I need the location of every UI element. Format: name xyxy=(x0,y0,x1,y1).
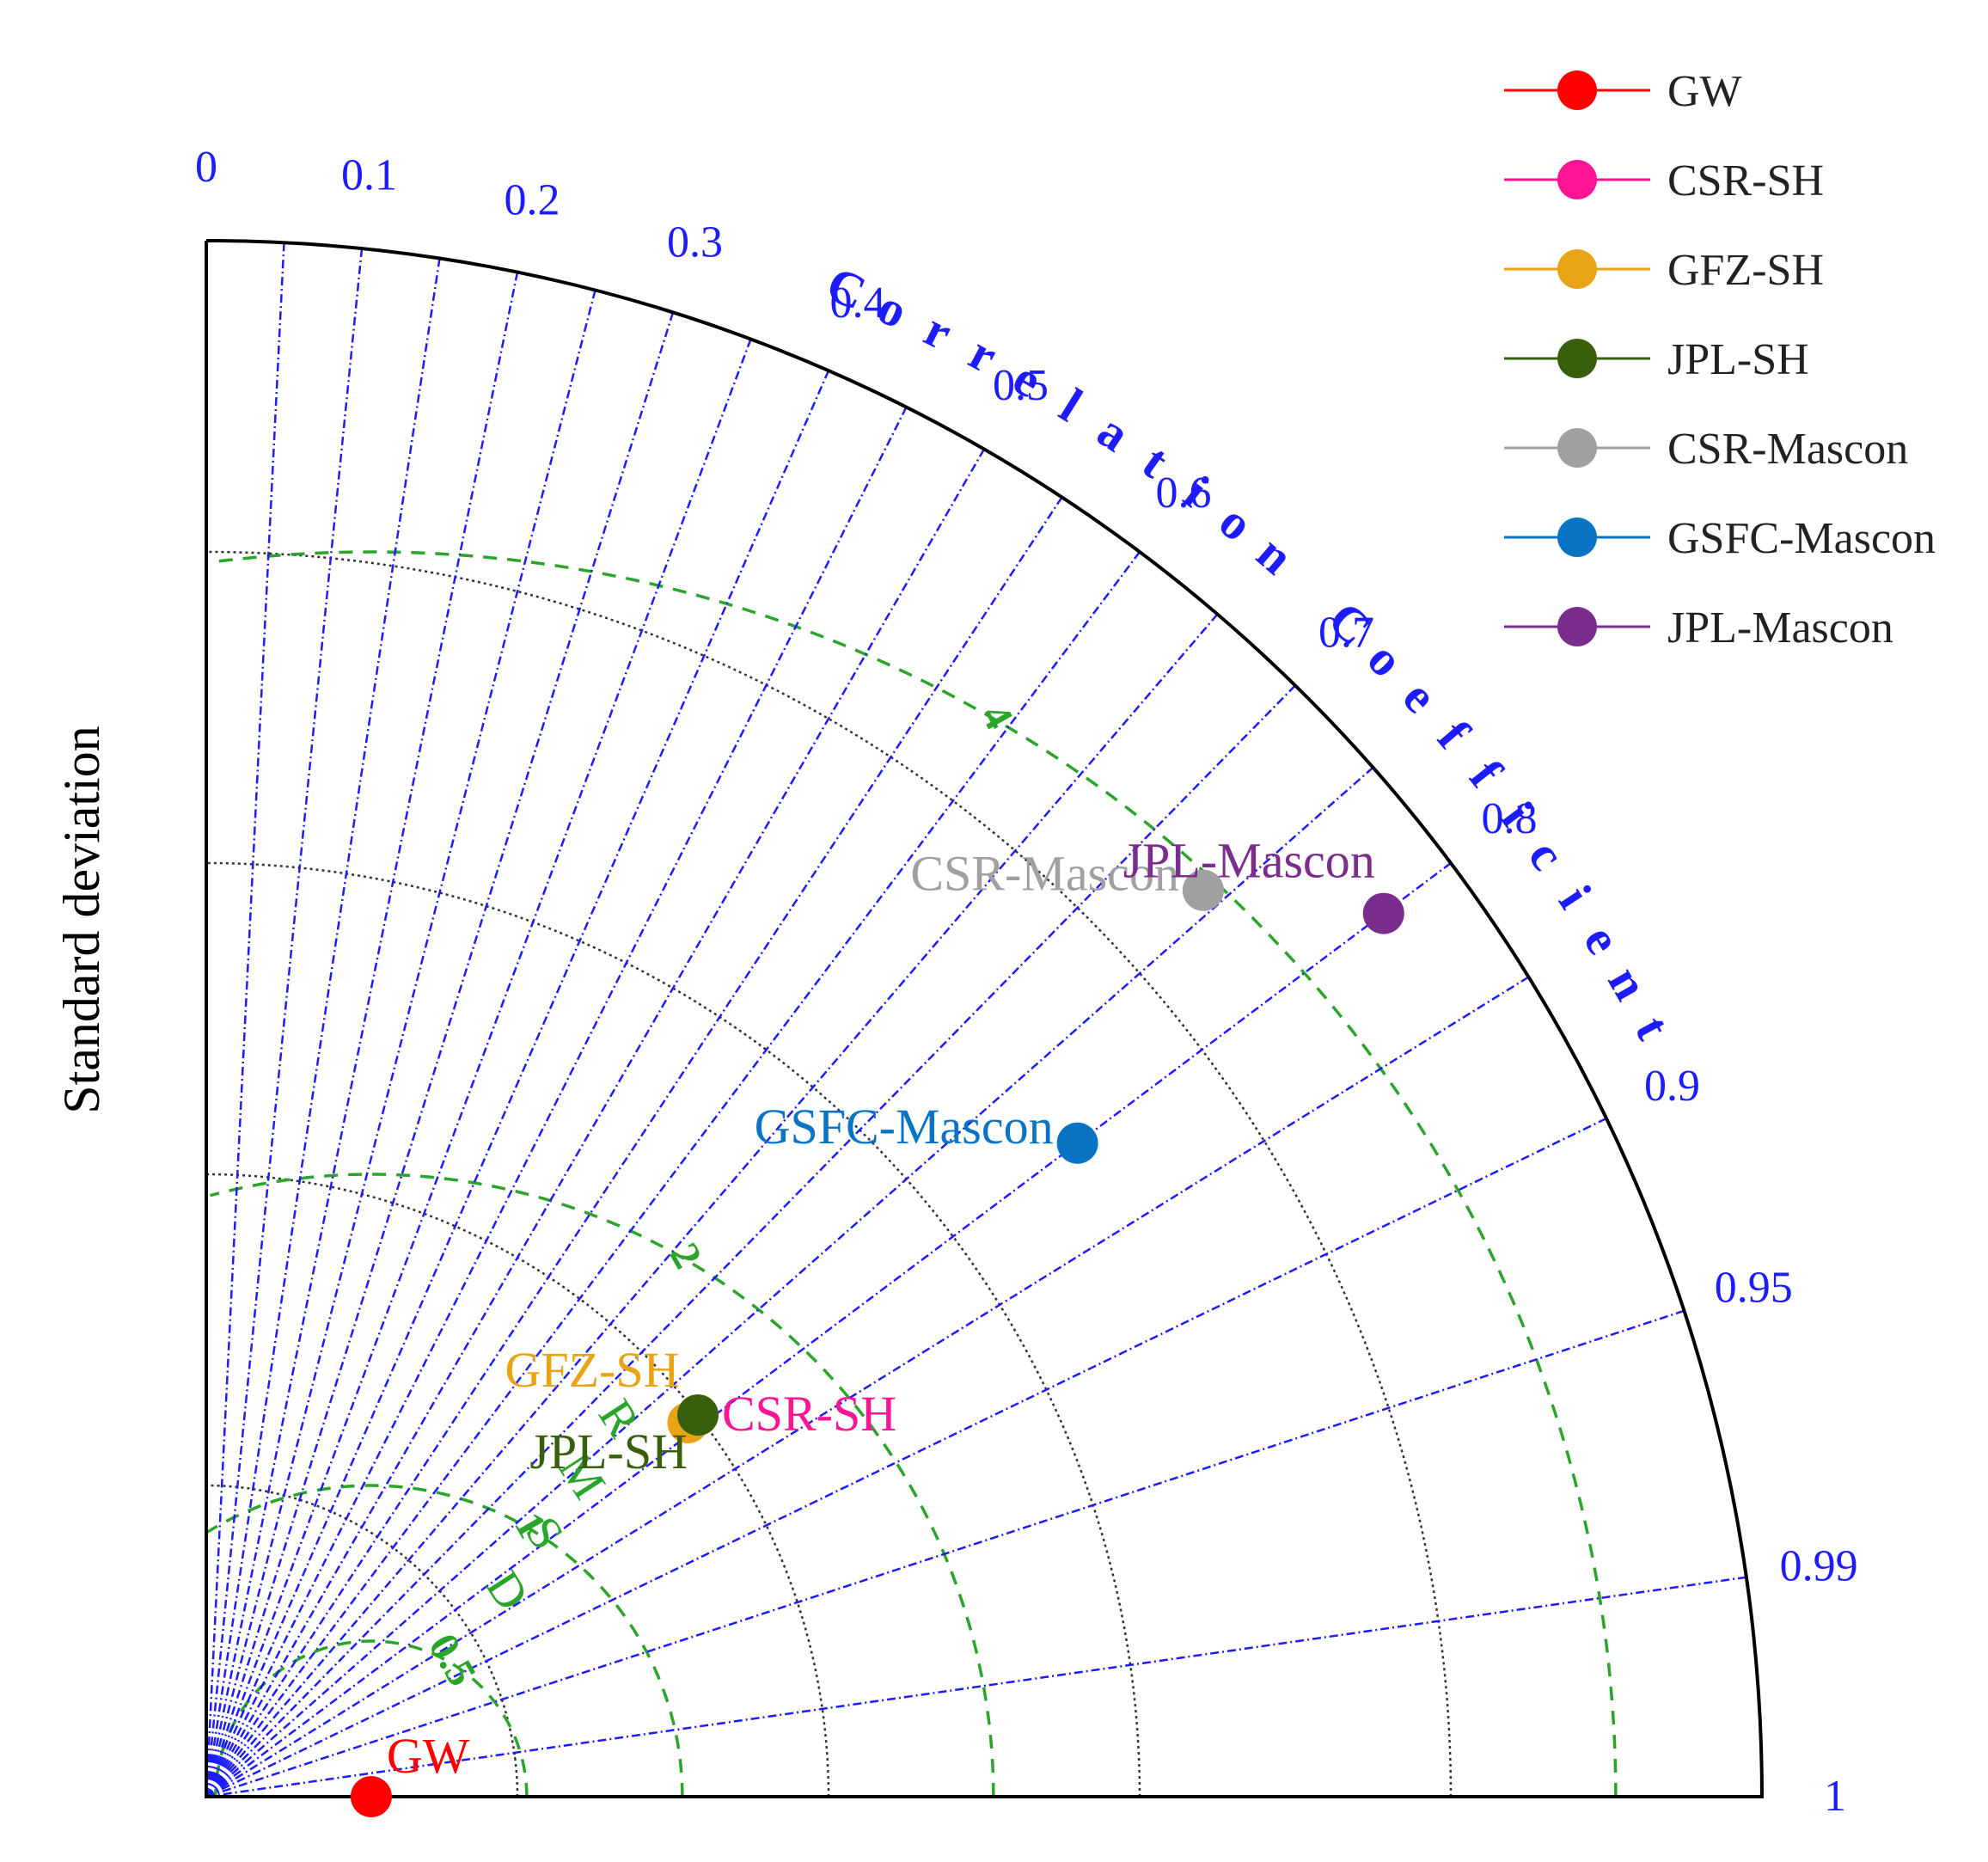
rmsd-circle xyxy=(210,1173,995,1798)
legend-marker xyxy=(1557,160,1597,199)
correlation-line xyxy=(205,407,908,1798)
correlation-title-letter: e xyxy=(1573,916,1632,964)
correlation-tick-label: 0.95 xyxy=(1715,1263,1793,1312)
correlation-tick-label: 0.9 xyxy=(1644,1062,1700,1111)
correlation-tick-label: 0.2 xyxy=(505,175,560,224)
legend-label: GW xyxy=(1667,67,1742,116)
correlation-tick-label: 0.99 xyxy=(1780,1542,1858,1591)
correlation-tick-label: 0.5 xyxy=(993,361,1049,410)
correlation-line xyxy=(205,339,752,1798)
correlation-tick-label: 0.4 xyxy=(830,279,886,328)
data-point-label: GSFC-Mascon xyxy=(755,1099,1054,1155)
std-axis-title: Standard deviation xyxy=(53,726,110,1114)
correlation-line xyxy=(205,551,1141,1798)
legend-marker xyxy=(1557,428,1597,468)
correlation-line xyxy=(205,448,986,1798)
correlation-line xyxy=(205,290,596,1798)
correlation-tick-label: 0.8 xyxy=(1482,794,1538,843)
correlation-title-letter: f xyxy=(1459,750,1514,798)
correlation-title-letter: e xyxy=(1392,670,1448,724)
legend-label: CSR-SH xyxy=(1667,156,1824,205)
data-point-jpl-mascon xyxy=(1362,892,1404,934)
correlation-line xyxy=(205,684,1296,1798)
correlation-line xyxy=(205,766,1374,1798)
data-point-csr-mascon xyxy=(1182,869,1224,911)
correlation-title-letter: n xyxy=(1246,524,1304,585)
correlation-tick-label: 1 xyxy=(1824,1772,1846,1821)
correlation-tick-label: 0.6 xyxy=(1156,469,1212,518)
legend-label: JPL-SH xyxy=(1667,335,1809,384)
correlation-line xyxy=(205,1117,1607,1798)
correlation-title-letter: o xyxy=(1209,493,1263,552)
correlation-line xyxy=(205,1309,1685,1798)
correlation-line xyxy=(205,862,1452,1798)
rmsd-title-letter: D xyxy=(475,1562,539,1620)
correlation-title-letter: f xyxy=(1427,710,1480,759)
correlation-line xyxy=(205,272,519,1798)
correlation-line xyxy=(205,976,1530,1798)
correlation-tick-label: 0.1 xyxy=(341,151,397,200)
legend-label: GFZ-SH xyxy=(1667,246,1824,295)
correlation-tick-labels: 0 0.1 0.2 0.3 0.4 0.5 0.6 0.7 0.8 0.9 0.95 0.99 1 xyxy=(195,143,1858,1821)
std-circle xyxy=(205,550,1453,1798)
rmsd-circle xyxy=(208,550,1618,1798)
std-circle xyxy=(205,1173,830,1798)
correlation-line xyxy=(205,613,1219,1798)
data-point-gsfc-mascon xyxy=(1056,1122,1098,1164)
legend-label: JPL-Mascon xyxy=(1667,603,1893,652)
legend-marker xyxy=(1557,607,1597,646)
rmsd-circles xyxy=(205,550,1618,1798)
outer-arc xyxy=(205,239,1765,1798)
data-point-label: JPL-SH xyxy=(529,1424,688,1479)
correlation-line xyxy=(205,1576,1747,1798)
data-point-label: CSR-SH xyxy=(722,1386,896,1442)
data-point-label: CSR-Mascon xyxy=(910,846,1179,902)
correlation-title-letter: i xyxy=(1548,875,1602,917)
correlation-title-letter: r xyxy=(916,301,961,361)
data-point-gw xyxy=(350,1776,392,1817)
correlation-line xyxy=(205,370,830,1798)
legend: GW CSR-SH GFZ-SH JPL-SH CSR-Mascon GSFC-Masco… xyxy=(1504,67,1936,652)
data-point-label: GFZ-SH xyxy=(505,1342,679,1398)
legend-marker xyxy=(1557,249,1597,289)
legend-label: CSR-Mascon xyxy=(1667,425,1908,474)
rmsd-circle xyxy=(214,1639,529,1797)
legend-marker xyxy=(1557,518,1597,557)
correlation-title-letter: t xyxy=(1624,1007,1682,1048)
correlation-title-letter: n xyxy=(1597,957,1659,1008)
std-circles xyxy=(205,550,1453,1798)
correlation-title-letter: l xyxy=(1050,377,1092,432)
legend-marker xyxy=(1557,70,1597,110)
legend-label: GSFC-Mascon xyxy=(1667,514,1936,563)
correlation-line xyxy=(205,496,1063,1798)
correlation-title-letter: a xyxy=(1088,402,1140,462)
correlation-tick-label: 0.3 xyxy=(667,217,723,266)
data-point-jpl-sh xyxy=(677,1394,719,1436)
correlation-line xyxy=(205,258,441,1798)
legend-marker xyxy=(1557,339,1597,378)
std-circle xyxy=(205,861,1141,1798)
data-points: GW CSR-SH GFZ-SH JPL-SH CSR-Mascon GSFC-Masco… xyxy=(350,833,1404,1817)
correlation-tick-label: 0.7 xyxy=(1318,609,1374,658)
correlation-line xyxy=(205,248,364,1798)
correlation-lines xyxy=(205,242,1747,1798)
correlation-line xyxy=(205,312,675,1798)
correlation-tick-label: 0 xyxy=(195,143,217,192)
data-point-label: GW xyxy=(387,1728,470,1784)
correlation-line xyxy=(205,242,285,1798)
diagram-frame xyxy=(205,239,1765,1798)
data-point-label: JPL-Mascon xyxy=(1123,833,1375,889)
rmsd-value-label: 0.5 xyxy=(419,1626,485,1694)
